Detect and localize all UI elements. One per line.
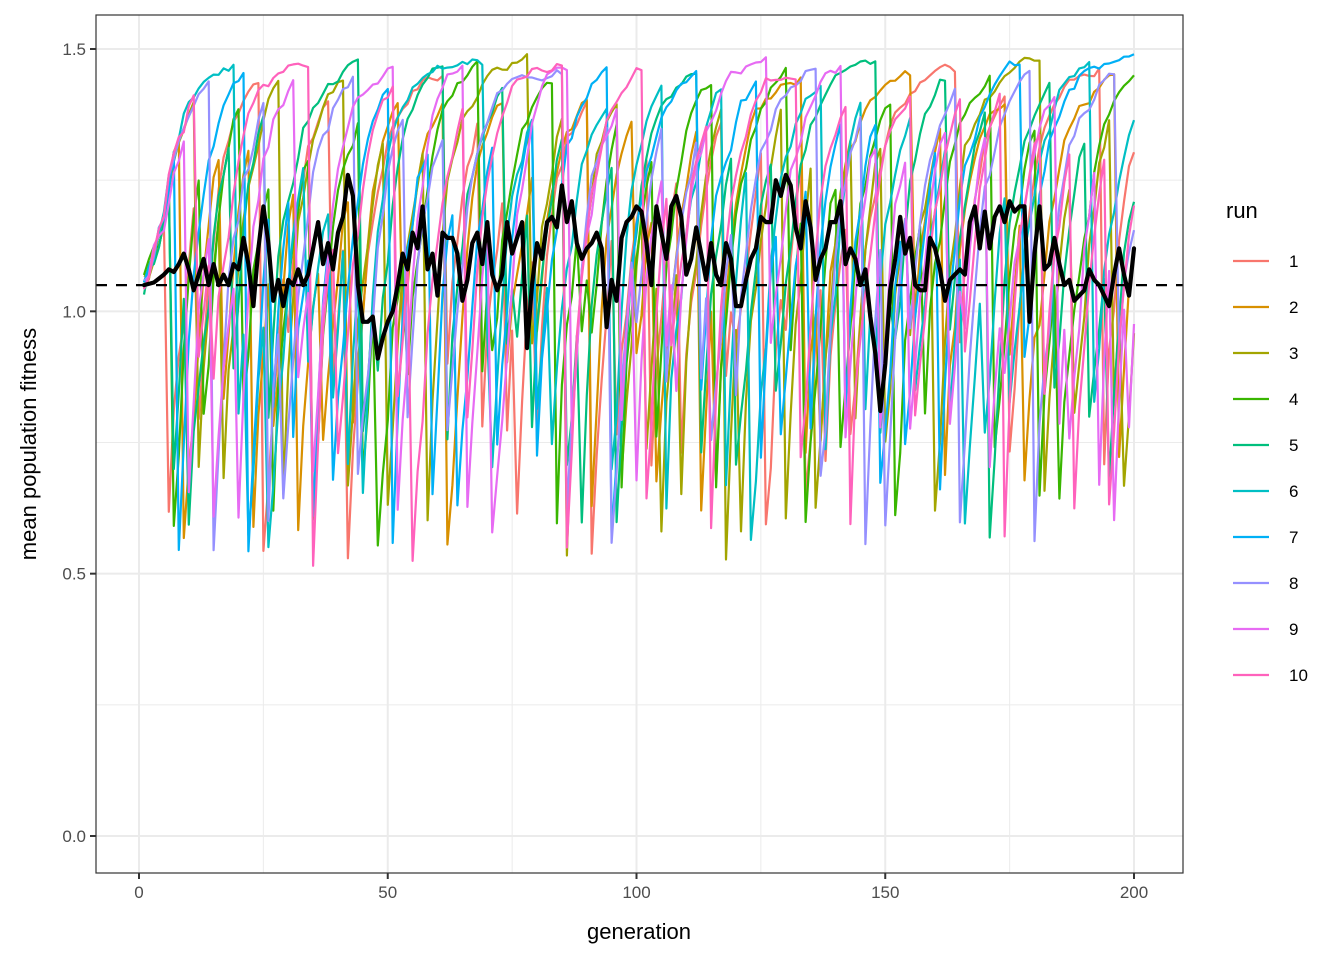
y-axis: 0.0 0.5 1.0 1.5 (62, 40, 96, 846)
legend-item-run-5: 5 (1233, 436, 1298, 455)
legend-item-run-1: 1 (1233, 252, 1298, 271)
legend-item-run-4: 4 (1233, 390, 1298, 409)
x-tick-label: 0 (134, 883, 143, 902)
legend-label: 1 (1289, 252, 1298, 271)
x-axis: 0 50 100 150 200 (134, 873, 1148, 902)
x-axis-title: generation (587, 919, 691, 944)
legend-label: 2 (1289, 298, 1298, 317)
legend-label: 6 (1289, 482, 1298, 501)
legend-item-run-3: 3 (1233, 344, 1298, 363)
run-line-10 (142, 62, 1136, 567)
legend-item-run-10: 10 (1233, 666, 1308, 685)
mean-series-line (141, 172, 1137, 414)
y-tick-label: 1.5 (62, 40, 86, 59)
legend-label: 10 (1289, 666, 1308, 685)
legend-item-run-2: 2 (1233, 298, 1298, 317)
legend-label: 3 (1289, 344, 1298, 363)
legend-label: 5 (1289, 436, 1298, 455)
legend-item-run-9: 9 (1233, 620, 1298, 639)
legend-label: 4 (1289, 390, 1298, 409)
legend-label: 8 (1289, 574, 1298, 593)
legend-items: 1 2 3 4 5 6 7 8 9 10 (1233, 252, 1308, 685)
plot-panel (96, 15, 1183, 873)
major-gridlines (96, 15, 1183, 873)
legend-title: run (1226, 198, 1258, 223)
y-tick-label: 0.0 (62, 827, 86, 846)
legend-label: 7 (1289, 528, 1298, 547)
legend-label: 9 (1289, 620, 1298, 639)
y-tick-label: 1.0 (62, 302, 86, 321)
panel-border (95, 14, 1184, 874)
x-tick-label: 150 (871, 883, 899, 902)
legend: run 1 2 3 4 5 6 7 8 9 10 (1226, 198, 1308, 685)
legend-item-run-7: 7 (1233, 528, 1298, 547)
legend-item-run-6: 6 (1233, 482, 1298, 501)
legend-item-run-8: 8 (1233, 574, 1298, 593)
y-axis-title: mean population fitness (16, 328, 41, 560)
x-tick-label: 50 (378, 883, 397, 902)
run-line-9 (142, 56, 1136, 534)
x-tick-label: 200 (1120, 883, 1148, 902)
x-tick-label: 100 (622, 883, 650, 902)
y-tick-label: 0.5 (62, 565, 86, 584)
